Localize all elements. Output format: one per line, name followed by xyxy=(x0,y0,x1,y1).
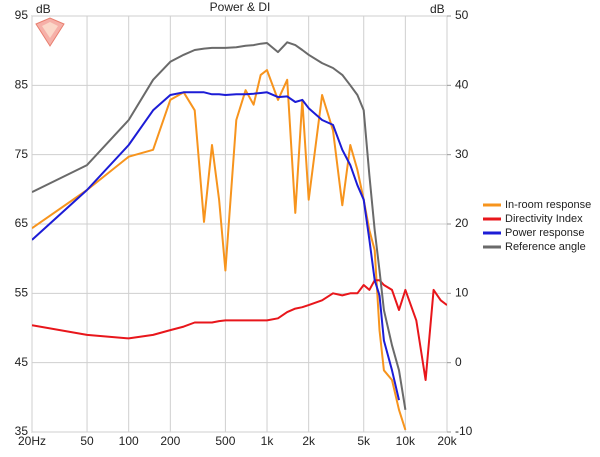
logo xyxy=(35,17,65,47)
y-tick-label: 45 xyxy=(15,355,29,369)
y-tick-label: 65 xyxy=(15,216,29,230)
y2-tick-label: -10 xyxy=(455,424,473,438)
y-tick-label: 75 xyxy=(15,147,29,161)
x-tick-label: 10k xyxy=(396,434,416,448)
x-tick-label: 1k xyxy=(261,434,275,448)
y2-tick-label: 40 xyxy=(455,78,469,92)
y-tick-label: 35 xyxy=(15,424,29,438)
series-line xyxy=(32,279,447,381)
x-tick-label: 20Hz xyxy=(18,434,46,448)
legend-label: In-room response xyxy=(505,199,591,211)
legend-label: Power response xyxy=(505,227,585,239)
y2-axis-label: dB xyxy=(430,2,445,16)
x-tick-label: 500 xyxy=(215,434,235,448)
y2-tick-label: 10 xyxy=(455,286,469,300)
legend-label: Directivity Index xyxy=(505,213,583,225)
x-tick-label: 50 xyxy=(80,434,94,448)
chart-title: Power & DI xyxy=(210,0,271,14)
x-tick-label: 20k xyxy=(437,434,457,448)
series-line xyxy=(32,41,407,410)
legend-label: Reference angle xyxy=(505,241,586,253)
y-tick-label: 95 xyxy=(15,8,29,22)
x-tick-label: 2k xyxy=(302,434,316,448)
y-tick-label: 55 xyxy=(15,286,29,300)
y2-tick-label: 50 xyxy=(455,8,469,22)
series-line xyxy=(32,91,400,401)
x-tick-label: 100 xyxy=(119,434,139,448)
y-tick-label: 85 xyxy=(15,78,29,92)
series-line xyxy=(32,69,407,431)
y2-tick-label: 20 xyxy=(455,216,469,230)
x-tick-label: 200 xyxy=(160,434,180,448)
y2-tick-label: 0 xyxy=(455,355,462,369)
x-tick-label: 5k xyxy=(357,434,371,448)
y2-tick-label: 30 xyxy=(455,147,469,161)
y-axis-label: dB xyxy=(36,2,51,16)
